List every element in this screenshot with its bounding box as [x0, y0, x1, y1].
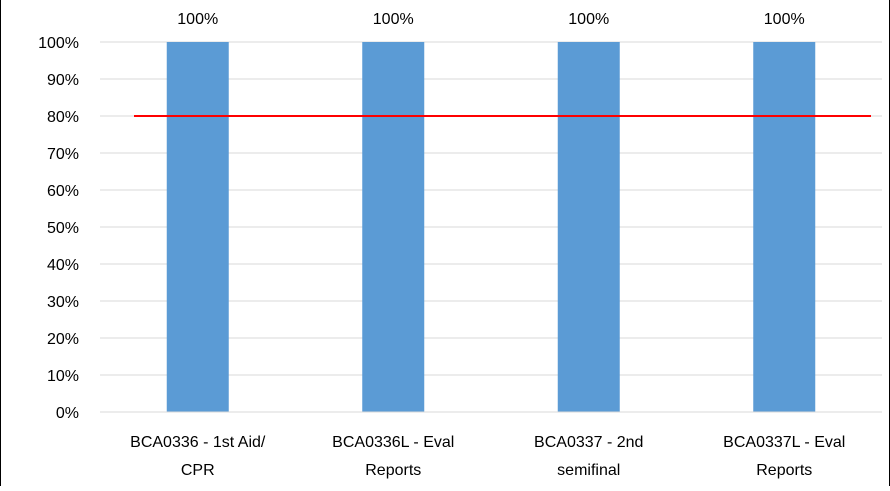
y-tick-label: 20% [47, 331, 79, 348]
x-tick-label: Reports [756, 462, 812, 479]
y-tick-label: 90% [47, 72, 79, 89]
labels: 0% 10% 20% 30% 40% 50% 60% 70% 80% 90% 100% 100% BCA… [38, 11, 845, 479]
data-label: 100% [764, 11, 805, 28]
y-tick-label: 80% [47, 109, 79, 126]
x-tick-label: BCA0337 - 2nd [534, 434, 643, 451]
bars [166, 42, 816, 412]
bar [753, 42, 816, 412]
bar [557, 42, 620, 412]
bar [362, 42, 425, 412]
y-tick-label: 30% [47, 294, 79, 311]
data-label: 100% [177, 11, 218, 28]
bar [166, 42, 229, 412]
data-label: 100% [568, 11, 609, 28]
x-tick-label: BCA0336L - Eval [332, 434, 454, 451]
y-tick-label: 60% [47, 183, 79, 200]
y-tick-label: 70% [47, 146, 79, 163]
x-tick-label: CPR [181, 462, 215, 479]
x-tick-label: BCA0336 - 1st Aid/ [130, 434, 266, 451]
x-tick-label: semifinal [557, 462, 620, 479]
y-tick-label: 40% [47, 257, 79, 274]
y-tick-label: 50% [47, 220, 79, 237]
y-tick-label: 100% [38, 35, 79, 52]
data-label: 100% [373, 11, 414, 28]
gridlines [100, 41, 882, 376]
x-tick-label: BCA0337L - Eval [723, 434, 845, 451]
y-tick-label: 10% [47, 368, 79, 385]
x-tick-label: Reports [365, 462, 421, 479]
y-tick-label: 0% [56, 405, 79, 422]
